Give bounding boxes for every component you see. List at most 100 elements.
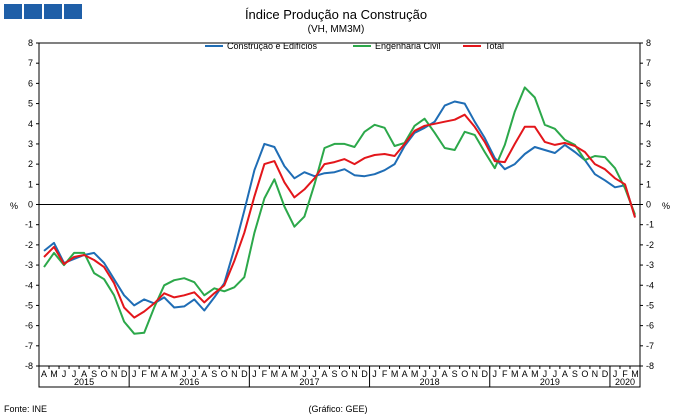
x-tick-label: J [543, 369, 548, 379]
x-tick-label: M [631, 369, 639, 379]
x-tick-label: J [192, 369, 197, 379]
y-tick-label-right: -3 [646, 260, 654, 270]
x-tick-label: M [391, 369, 399, 379]
y-tick-label-left: -7 [25, 341, 33, 351]
x-tick-label: J [372, 369, 377, 379]
y-tick-label-left: 7 [28, 58, 33, 68]
y-tick-label-left: -2 [25, 240, 33, 250]
x-tick-label: S [91, 369, 97, 379]
x-tick-label: S [211, 369, 217, 379]
year-label: 2018 [420, 377, 440, 387]
x-tick-label: M [170, 369, 178, 379]
x-tick-label: S [452, 369, 458, 379]
x-tick-label: M [411, 369, 419, 379]
credit-note: (Gráfico: GEE) [308, 404, 367, 414]
x-tick-label: O [461, 369, 468, 379]
year-label: 2016 [179, 377, 199, 387]
x-tick-label: A [161, 369, 167, 379]
x-tick-label: J [432, 369, 437, 379]
x-tick-label: M [271, 369, 279, 379]
x-tick-label: A [321, 369, 327, 379]
year-label: 2015 [74, 377, 94, 387]
x-tick-label: S [572, 369, 578, 379]
y-tick-label-right: 2 [646, 159, 651, 169]
x-tick-label: F [502, 369, 508, 379]
x-tick-label: A [562, 369, 568, 379]
y-tick-label-left: 8 [28, 38, 33, 48]
x-tick-label: F [262, 369, 268, 379]
y-tick-label-right: -5 [646, 300, 654, 310]
x-tick-label: M [531, 369, 539, 379]
x-tick-label: M [50, 369, 58, 379]
x-tick-label: J [252, 369, 257, 379]
y-tick-label-right: -1 [646, 220, 654, 230]
y-tick-label-right: 1 [646, 179, 651, 189]
y-tick-label-left: 6 [28, 78, 33, 88]
y-tick-label-left: 4 [28, 119, 33, 129]
x-tick-label: M [291, 369, 299, 379]
y-tick-label-right: 5 [646, 99, 651, 109]
x-tick-label: M [511, 369, 519, 379]
x-tick-label: N [111, 369, 118, 379]
x-tick-label: J [613, 369, 618, 379]
y-tick-label-left: -4 [25, 280, 33, 290]
x-tick-label: F [622, 369, 628, 379]
y-tick-label-left: -3 [25, 260, 33, 270]
y-tick-label-right: -8 [646, 361, 654, 371]
x-tick-label: J [422, 369, 427, 379]
y-tick-label-right: 7 [646, 58, 651, 68]
x-tick-label: J [182, 369, 187, 379]
y-tick-label-right: -2 [646, 240, 654, 250]
x-tick-label: N [592, 369, 599, 379]
y-tick-label-left: 5 [28, 99, 33, 109]
x-tick-label: S [331, 369, 337, 379]
y-tick-label-right: 8 [646, 38, 651, 48]
chart-title: Índice Produção na Construção [245, 7, 427, 22]
x-tick-label: O [101, 369, 108, 379]
x-tick-label: A [81, 369, 87, 379]
y-tick-label-left: -5 [25, 300, 33, 310]
y-tick-label-right: 4 [646, 119, 651, 129]
x-tick-label: N [351, 369, 358, 379]
x-tick-label: J [132, 369, 137, 379]
y-tick-label-left: 0 [28, 200, 33, 210]
x-tick-label: N [471, 369, 478, 379]
y-tick-label-right: 0 [646, 200, 651, 210]
y-tick-label-left: 1 [28, 179, 33, 189]
x-tick-label: J [62, 369, 67, 379]
series-line [43, 100, 636, 312]
y-tick-label-right: -4 [646, 280, 654, 290]
year-label: 2017 [299, 377, 319, 387]
y-axis-label-left: % [10, 201, 18, 211]
y-tick-label-right: -7 [646, 341, 654, 351]
logo-icon [4, 4, 82, 19]
x-tick-label: J [302, 369, 307, 379]
x-tick-label: N [231, 369, 238, 379]
x-tick-label: O [221, 369, 228, 379]
source-note: Fonte: INE [4, 404, 47, 414]
y-tick-label-right: 6 [646, 78, 651, 88]
x-tick-label: J [312, 369, 317, 379]
x-tick-label: O [341, 369, 348, 379]
y-tick-label-right: -6 [646, 321, 654, 331]
x-tick-label: M [150, 369, 158, 379]
x-tick-label: O [581, 369, 588, 379]
y-axis-label-right: % [662, 201, 670, 211]
x-tick-label: D [481, 369, 488, 379]
x-tick-label: J [72, 369, 77, 379]
legend-label: Construção e Edifícios [227, 41, 318, 51]
x-tick-label: D [361, 369, 368, 379]
series-line [43, 86, 636, 335]
year-label: 2020 [615, 377, 635, 387]
x-tick-label: J [553, 369, 558, 379]
x-tick-label: A [41, 369, 47, 379]
chart-subtitle: (VH, MM3M) [308, 24, 365, 35]
x-tick-label: A [281, 369, 287, 379]
legend-label: Engenharia Civil [375, 41, 441, 51]
x-tick-label: F [382, 369, 388, 379]
plot-frame [38, 42, 641, 388]
y-tick-label-left: 3 [28, 139, 33, 149]
series-line [43, 113, 636, 319]
